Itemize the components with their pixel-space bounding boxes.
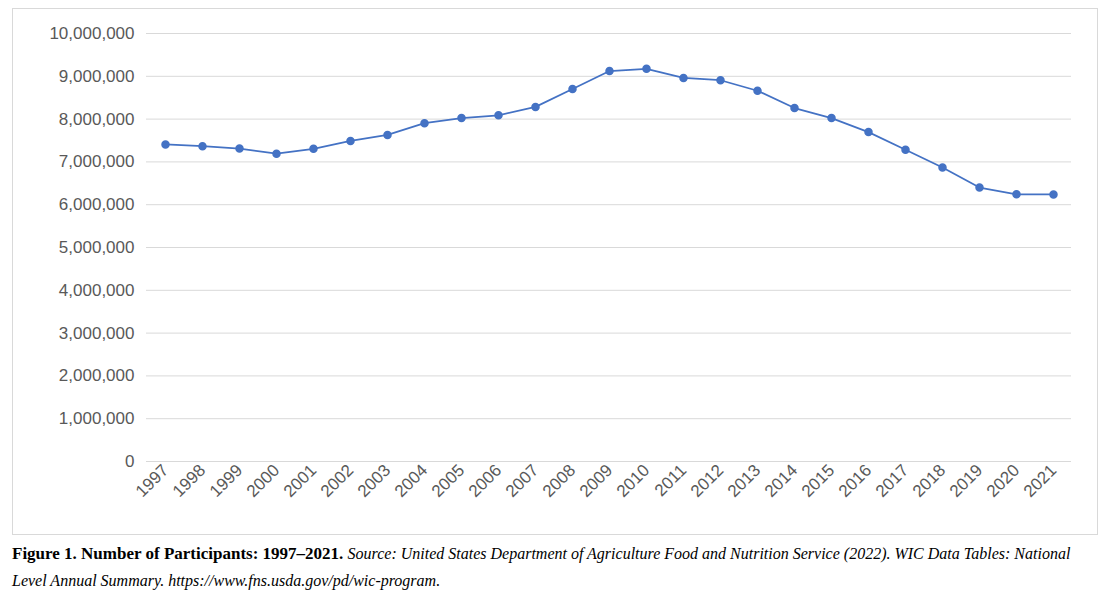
svg-text:2019: 2019 (946, 461, 986, 501)
svg-text:2005: 2005 (428, 461, 468, 501)
svg-text:2016: 2016 (835, 461, 875, 501)
svg-text:2012: 2012 (687, 461, 727, 501)
svg-text:8,000,000: 8,000,000 (59, 110, 135, 129)
svg-text:2013: 2013 (724, 461, 764, 501)
svg-text:1999: 1999 (206, 461, 246, 501)
svg-text:6,000,000: 6,000,000 (59, 195, 135, 214)
svg-text:3,000,000: 3,000,000 (59, 324, 135, 343)
svg-text:4,000,000: 4,000,000 (59, 281, 135, 300)
svg-text:1998: 1998 (169, 461, 209, 501)
svg-text:2004: 2004 (391, 461, 431, 501)
svg-text:2020: 2020 (983, 461, 1023, 501)
svg-text:1,000,000: 1,000,000 (59, 409, 135, 428)
html-text:Figure 1. Number of Participan: Figure 1. Number of Participants: 1997–2… (12, 544, 1071, 589)
svg-text:2006: 2006 (465, 461, 505, 501)
svg-text:1997: 1997 (132, 461, 172, 501)
svg-text:2021: 2021 (1020, 461, 1060, 501)
svg-text:2003: 2003 (354, 461, 394, 501)
svg-text:2,000,000: 2,000,000 (59, 366, 135, 385)
svg-text:2014: 2014 (761, 461, 801, 501)
svg-text:2015: 2015 (798, 461, 838, 501)
svg-text:2002: 2002 (317, 461, 357, 501)
svg-text:2008: 2008 (539, 461, 579, 501)
svg-text:2007: 2007 (502, 461, 542, 501)
svg-text:2001: 2001 (280, 461, 320, 501)
svg-text:0: 0 (125, 452, 134, 471)
svg-text:2017: 2017 (872, 461, 912, 501)
svg-text:7,000,000: 7,000,000 (59, 152, 135, 171)
svg-text:10,000,000: 10,000,000 (49, 24, 134, 43)
svg-text:2000: 2000 (243, 461, 283, 501)
svg-text:2009: 2009 (576, 461, 616, 501)
svg-text:9,000,000: 9,000,000 (59, 67, 135, 86)
svg-text:2011: 2011 (651, 461, 690, 500)
svg-text:2018: 2018 (909, 461, 949, 501)
svg-text:2010: 2010 (613, 461, 653, 501)
svg-text:5,000,000: 5,000,000 (59, 238, 135, 257)
